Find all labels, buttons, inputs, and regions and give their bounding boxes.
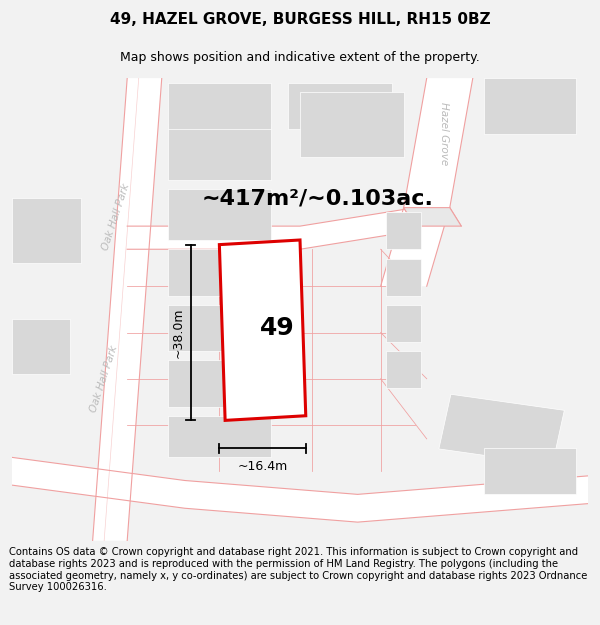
Bar [386,259,421,296]
Polygon shape [92,78,162,541]
Text: Oak Hall Park: Oak Hall Park [100,182,131,252]
Bar [167,124,271,180]
Bar [484,448,577,494]
Bar [167,360,271,406]
Polygon shape [12,458,588,522]
Text: Contains OS data © Crown copyright and database right 2021. This information is : Contains OS data © Crown copyright and d… [9,548,587,592]
Bar [300,92,404,157]
Bar [231,263,289,309]
Bar [289,82,392,129]
Polygon shape [220,240,306,421]
Bar [484,78,577,134]
Bar [167,82,271,129]
Text: ~38.0m: ~38.0m [172,308,184,358]
Polygon shape [380,208,450,286]
Text: Map shows position and indicative extent of the property.: Map shows position and indicative extent… [120,51,480,64]
Bar [386,305,421,342]
Text: 49: 49 [260,316,295,340]
Polygon shape [404,208,461,226]
Bar [167,305,271,351]
Bar [386,213,421,249]
Text: Hazel Grove: Hazel Grove [439,102,449,165]
Polygon shape [404,78,473,226]
Text: ~16.4m: ~16.4m [238,460,287,473]
Bar [167,416,271,457]
Bar [167,249,271,296]
Bar [12,198,81,263]
Polygon shape [439,394,565,465]
Bar [12,319,70,374]
Text: Oak Hall Park: Oak Hall Park [89,344,119,414]
Text: 49, HAZEL GROVE, BURGESS HILL, RH15 0BZ: 49, HAZEL GROVE, BURGESS HILL, RH15 0BZ [110,11,490,26]
Bar [386,351,421,388]
Text: ~417m²/~0.103ac.: ~417m²/~0.103ac. [202,188,434,208]
Bar [167,189,271,240]
Polygon shape [127,208,415,249]
